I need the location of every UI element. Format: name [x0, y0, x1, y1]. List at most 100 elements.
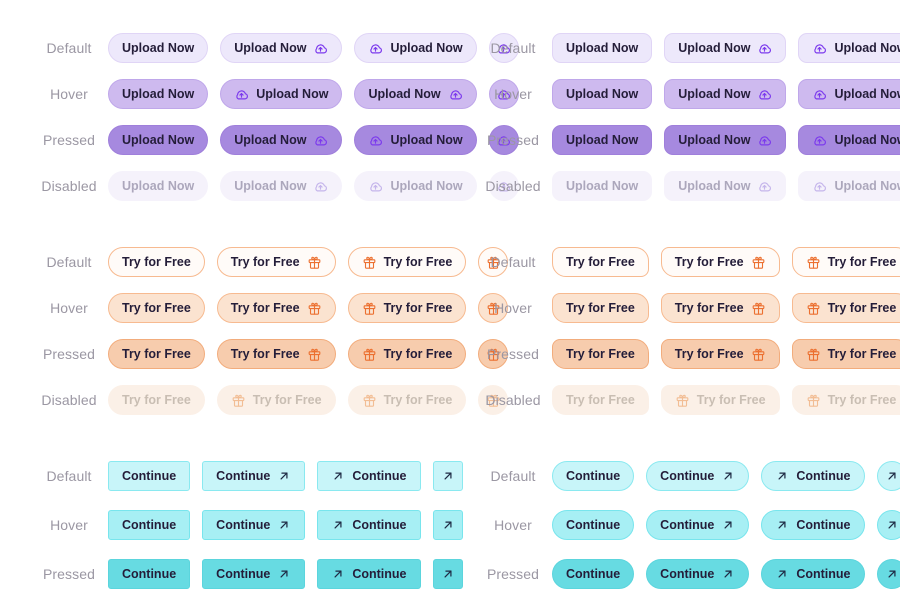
state-label: Default — [490, 40, 536, 56]
continue-square-hover-text-icon-button[interactable]: Continue — [202, 510, 306, 540]
try-for-free-pill-pressed-text-button[interactable]: Try for Free — [108, 339, 205, 369]
upload-now-rounded-pressed-icon-text-button[interactable]: Upload Now — [798, 125, 900, 155]
arrow-up-right-icon — [775, 469, 789, 483]
upload-now-pill-group: Default Upload Now Upload Now Upload Now H… — [40, 33, 519, 201]
continue-pill-hover-icon-text-button[interactable]: Continue — [761, 510, 865, 540]
button-set: Upload Now Upload Now Upload Now — [108, 171, 519, 201]
upload-now-rounded-hover-text-button[interactable]: Upload Now — [552, 79, 653, 109]
upload-now-pill-hover-text-button[interactable]: Upload Now — [108, 79, 209, 109]
button-set: Try for Free Try for Free Try for Free — [552, 293, 900, 323]
try-for-free-pill-default-icon-text-button[interactable]: Try for Free — [347, 247, 467, 277]
arrow-up-right-icon — [441, 518, 455, 532]
try-for-free-leaf-default-icon-text-button[interactable]: Try for Free — [791, 247, 900, 277]
continue-square-hover-text-button[interactable]: Continue — [108, 510, 191, 540]
button-set: Try for Free Try for Free Try for Free — [108, 385, 509, 415]
continue-pill-default-icon-button[interactable] — [876, 461, 900, 491]
continue-square-pressed-icon-text-button[interactable]: Continue — [317, 559, 421, 589]
try-for-free-leaf-pressed-text-icon-button[interactable]: Try for Free — [660, 339, 780, 369]
arrow-up-right-icon — [277, 469, 291, 483]
try-for-free-pill-pressed-icon-text-button[interactable]: Try for Free — [347, 339, 467, 369]
button-set: Upload Now Upload Now Upload Now — [108, 125, 519, 155]
try-for-free-pill-pressed-icon-button[interactable] — [478, 339, 509, 369]
continue-pill-hover-icon-button[interactable] — [876, 510, 900, 540]
upload-now-pill-hover-text-icon-button[interactable]: Upload Now — [354, 79, 477, 109]
arrow-up-right-icon — [721, 567, 735, 581]
continue-square-default-text-icon-button[interactable]: Continue — [202, 461, 306, 491]
continue-square-pressed-icon-button[interactable] — [432, 559, 463, 589]
state-row: Pressed Continue Continue Continue — [484, 559, 900, 589]
state-label: Default — [46, 468, 92, 484]
continue-square-hover-icon-button[interactable] — [432, 510, 463, 540]
button-label: Try for Free — [566, 255, 635, 269]
try-for-free-pill-default-text-icon-button[interactable]: Try for Free — [216, 247, 336, 277]
button-label: Continue — [122, 518, 177, 532]
continue-pill-hover-text-button[interactable]: Continue — [552, 510, 635, 540]
button-label: Try for Free — [122, 347, 191, 361]
upload-now-pill-default-text-icon-button[interactable]: Upload Now — [220, 33, 343, 63]
try-for-free-pill-hover-text-icon-button[interactable]: Try for Free — [216, 293, 336, 323]
continue-square-hover-icon-text-button[interactable]: Continue — [317, 510, 421, 540]
try-for-free-pill-disabled-icon-text-button: Try for Free — [347, 385, 467, 415]
upload-now-pill-hover-icon-text-button[interactable]: Upload Now — [220, 79, 343, 109]
button-label: Upload Now — [390, 41, 463, 55]
continue-pill-default-text-icon-button[interactable]: Continue — [646, 461, 750, 491]
continue-square-default-icon-button[interactable] — [432, 461, 463, 491]
try-for-free-pill-hover-icon-text-button[interactable]: Try for Free — [347, 293, 467, 323]
upload-now-pill-pressed-icon-button[interactable] — [488, 125, 519, 155]
upload-now-rounded-hover-icon-text-button[interactable]: Upload Now — [798, 79, 900, 109]
try-for-free-leaf-hover-text-icon-button[interactable]: Try for Free — [660, 293, 780, 323]
try-for-free-leaf-hover-icon-text-button[interactable]: Try for Free — [791, 293, 900, 323]
button-set: Try for Free Try for Free Try for Free — [552, 385, 900, 415]
button-set: Continue Continue Continue — [552, 559, 900, 589]
try-for-free-leaf-default-text-icon-button[interactable]: Try for Free — [660, 247, 780, 277]
upload-now-rounded-pressed-text-icon-button[interactable]: Upload Now — [664, 125, 787, 155]
continue-pill-pressed-text-icon-button[interactable]: Continue — [646, 559, 750, 589]
button-set: Continue Continue Continue — [108, 461, 463, 491]
upload-now-rounded-hover-text-icon-button[interactable]: Upload Now — [664, 79, 787, 109]
try-for-free-leaf-pressed-icon-text-button[interactable]: Try for Free — [791, 339, 900, 369]
continue-pill-default-icon-text-button[interactable]: Continue — [761, 461, 865, 491]
button-label: Upload Now — [256, 87, 329, 101]
upload-now-pill-default-text-button[interactable]: Upload Now — [108, 33, 209, 63]
try-for-free-pill-pressed-text-icon-button[interactable]: Try for Free — [216, 339, 336, 369]
upload-now-rounded-pressed-text-button[interactable]: Upload Now — [552, 125, 653, 155]
upload-now-pill-default-icon-text-button[interactable]: Upload Now — [354, 33, 477, 63]
upload-now-rounded-default-icon-text-button[interactable]: Upload Now — [798, 33, 900, 63]
upload-now-pill-default-icon-button[interactable] — [488, 33, 519, 63]
try-for-free-leaf-default-text-button[interactable]: Try for Free — [552, 247, 649, 277]
upload-now-rounded-default-text-button[interactable]: Upload Now — [552, 33, 653, 63]
try-for-free-pill-default-icon-button[interactable] — [478, 247, 509, 277]
continue-pill-pressed-icon-text-button[interactable]: Continue — [761, 559, 865, 589]
continue-pill-pressed-icon-button[interactable] — [876, 559, 900, 589]
gift-icon — [806, 393, 821, 408]
continue-square-pressed-text-icon-button[interactable]: Continue — [202, 559, 306, 589]
upload-now-rounded-default-text-icon-button[interactable]: Upload Now — [664, 33, 787, 63]
try-for-free-pill-default-text-button[interactable]: Try for Free — [108, 247, 205, 277]
gift-icon — [307, 347, 322, 362]
continue-square-pressed-text-button[interactable]: Continue — [108, 559, 191, 589]
continue-pill-pressed-text-button[interactable]: Continue — [552, 559, 635, 589]
try-for-free-leaf-hover-text-button[interactable]: Try for Free — [552, 293, 649, 323]
try-for-free-pill-hover-icon-button[interactable] — [478, 293, 509, 323]
cloud-upload-icon — [313, 179, 328, 194]
try-for-free-pill-disabled-icon-text-button: Try for Free — [216, 385, 336, 415]
gift-icon — [307, 255, 322, 270]
button-set: Try for Free Try for Free Try for Free — [108, 339, 509, 369]
upload-now-pill-pressed-text-icon-button[interactable]: Upload Now — [220, 125, 343, 155]
try-for-free-pill-hover-text-button[interactable]: Try for Free — [108, 293, 205, 323]
upload-now-pill-pressed-icon-text-button[interactable]: Upload Now — [354, 125, 477, 155]
cloud-upload-icon — [812, 179, 827, 194]
continue-square-default-text-button[interactable]: Continue — [108, 461, 191, 491]
continue-square-default-icon-text-button[interactable]: Continue — [317, 461, 421, 491]
upload-now-pill-hover-icon-button[interactable] — [488, 79, 519, 109]
button-label: Try for Free — [696, 393, 766, 407]
continue-pill-default-text-button[interactable]: Continue — [552, 461, 635, 491]
try-for-free-leaf-disabled-icon-text-button: Try for Free — [791, 385, 900, 415]
try-for-free-leaf-disabled-text-button: Try for Free — [552, 385, 649, 415]
state-row: Default Continue Continue Continue — [484, 461, 900, 491]
try-for-free-leaf-pressed-text-button[interactable]: Try for Free — [552, 339, 649, 369]
continue-pill-hover-text-icon-button[interactable]: Continue — [646, 510, 750, 540]
upload-now-pill-pressed-text-button[interactable]: Upload Now — [108, 125, 209, 155]
arrow-up-right-icon — [331, 518, 345, 532]
button-label: Try for Free — [674, 301, 744, 315]
